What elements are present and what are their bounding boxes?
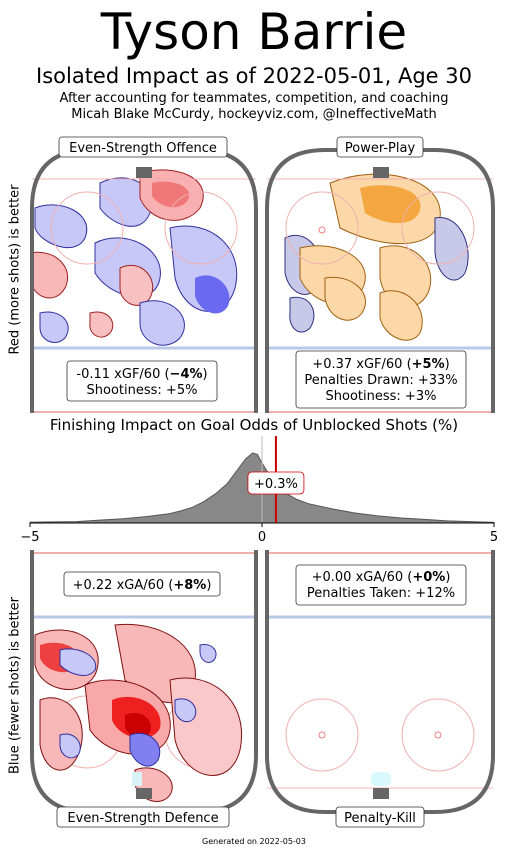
heat-blob	[199, 643, 217, 663]
es-offence-label: Even-Strength Offence	[69, 141, 217, 156]
heat-blob	[59, 733, 81, 759]
finishing-marker-label: +0.3%	[254, 477, 298, 492]
generated-date: Generated on 2022-05-03	[202, 837, 306, 846]
heat-blob	[174, 698, 197, 723]
finishing-impact-chart: −5 0 5 +0.3%	[20, 436, 498, 545]
finishing-marker-box	[247, 471, 305, 495]
es-defence-label-box: Even-Strength Defence	[56, 806, 230, 828]
penalty-kill-label: Penalty-Kill	[344, 811, 416, 826]
heat-blob	[195, 275, 230, 314]
goal-net-icon	[136, 788, 152, 799]
es-offence-shootiness: Shootiness: +5%	[87, 383, 198, 398]
heat-blob	[119, 264, 154, 306]
heat-blob	[324, 276, 367, 321]
es-defence-stats-box: +0.22 xGA/60 (+8%)	[63, 571, 221, 597]
heat-blob	[99, 177, 153, 227]
penalty-kill-penalties-taken: Penalties Taken: +12%	[307, 586, 455, 601]
power-play-shootiness: Shootiness: +3%	[326, 389, 437, 404]
power-play-stats-box: +0.37 xGF/60 (+5%) Penalties Drawn: +33%…	[295, 350, 467, 409]
subtitle: Isolated Impact as of 2022-05-01, Age 30	[36, 64, 472, 88]
heat-blob	[129, 732, 161, 767]
goal-net-icon	[373, 167, 389, 178]
power-play-label: Power-Play	[345, 141, 416, 156]
es-offence-stats-box: -0.11 xGF/60 (−4%) Shootiness: +5%	[66, 360, 218, 402]
penalty-kill-stats-box: +0.00 xGA/60 (+0%) Penalties Taken: +12%	[295, 564, 467, 606]
heat-blob	[125, 712, 151, 738]
x-tick-label: 0	[258, 530, 266, 545]
penalty-kill-label-box: Penalty-Kill	[335, 806, 425, 828]
power-play-label-box: Power-Play	[336, 136, 424, 158]
goal-net-icon	[136, 167, 152, 178]
chart-title: Finishing Impact on Goal Odds of Unblock…	[49, 416, 459, 434]
heat-blob	[379, 290, 423, 341]
offence-rinks: Even-Strength Offence Power-Play -0.11 x…	[30, 136, 495, 413]
heat-blob	[39, 311, 69, 343]
x-tick-label: −5	[20, 530, 39, 545]
author-credit: Micah Blake McCurdy, hockeyviz.com, @Ine…	[71, 107, 437, 122]
defence-rinks: +0.22 xGA/60 (+8%) +0.00 xGA/60 (+0%) Pe…	[30, 550, 495, 828]
heat-blob	[434, 217, 469, 281]
method-note: After accounting for teammates, competit…	[59, 91, 449, 106]
heat-blob	[139, 300, 185, 346]
heat-blob	[59, 648, 97, 676]
power-play-penalties-drawn: Penalties Drawn: +33%	[304, 373, 457, 388]
es-offence-label-box: Even-Strength Offence	[58, 136, 228, 158]
heat-blob	[152, 181, 190, 208]
es-offence-xgf: -0.11 xGF/60 (−4%)	[76, 367, 207, 382]
power-play-xgf: +0.37 xGF/60 (+5%)	[312, 357, 449, 372]
goal-net-icon	[373, 788, 389, 799]
es-defence-label: Even-Strength Defence	[67, 811, 218, 826]
es-defence-xga: +0.22 xGA/60 (+8%)	[73, 578, 212, 593]
player-name: Tyson Barrie	[100, 3, 408, 61]
heat-blob	[89, 311, 114, 338]
heat-blob	[289, 296, 315, 333]
penalty-kill-xga: +0.00 xGA/60 (+0%)	[312, 570, 451, 585]
x-tick-label: 5	[490, 530, 498, 545]
